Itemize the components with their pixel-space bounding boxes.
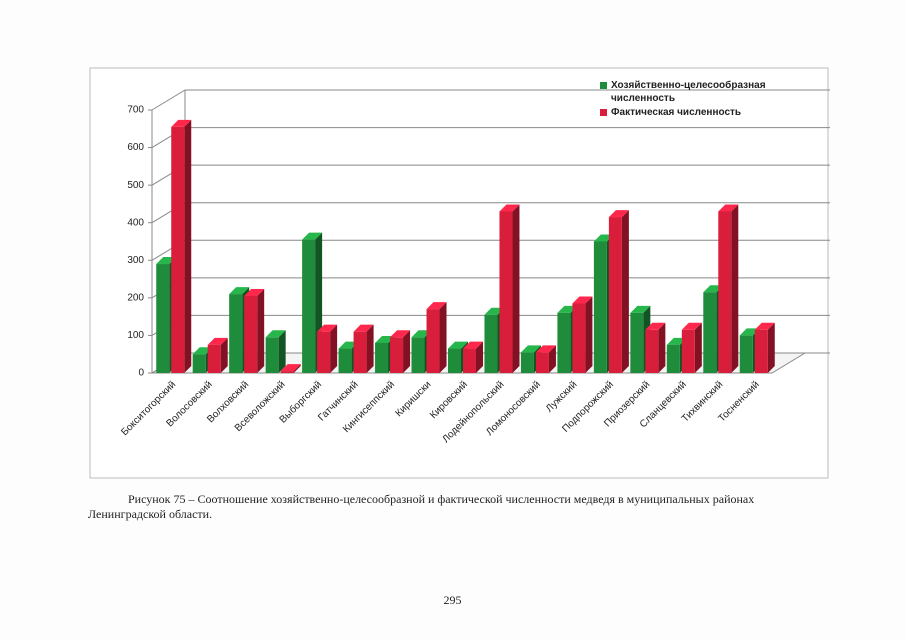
legend-swatch bbox=[600, 109, 607, 116]
y-tick-label: 600 bbox=[127, 142, 144, 153]
bar-top bbox=[681, 322, 702, 330]
chart-frame bbox=[89, 67, 829, 479]
y-tick-label: 700 bbox=[127, 105, 144, 116]
bar-top bbox=[645, 322, 666, 330]
legend-item: Фактическая численность bbox=[600, 106, 800, 119]
bar-top bbox=[207, 337, 228, 345]
bar bbox=[666, 344, 680, 373]
bar-side bbox=[403, 330, 411, 373]
bar-top bbox=[244, 288, 265, 296]
bar-side bbox=[694, 322, 702, 373]
bar-top bbox=[353, 324, 374, 332]
bar bbox=[229, 294, 243, 373]
bar-top bbox=[265, 330, 286, 338]
bar-top bbox=[754, 322, 775, 330]
bar-side bbox=[330, 324, 338, 373]
bar bbox=[703, 292, 717, 373]
bar-top bbox=[572, 296, 593, 304]
bar bbox=[645, 329, 659, 373]
y-tick-label: 0 bbox=[138, 368, 144, 379]
grid-diagonal bbox=[151, 89, 186, 111]
bar bbox=[630, 312, 644, 373]
bar-side bbox=[548, 345, 556, 373]
bar bbox=[484, 314, 498, 373]
bar-top bbox=[463, 341, 483, 349]
bar bbox=[535, 352, 549, 373]
legend-label: Фактическая численность bbox=[611, 107, 742, 118]
y-tick-label: 500 bbox=[127, 180, 144, 191]
bar bbox=[156, 264, 170, 373]
bar bbox=[280, 371, 294, 373]
bar bbox=[593, 241, 607, 373]
bar-side bbox=[585, 296, 593, 373]
bar bbox=[244, 295, 258, 373]
bar-top bbox=[229, 287, 250, 295]
bar bbox=[338, 348, 352, 373]
bar-top bbox=[718, 204, 739, 212]
bar bbox=[302, 239, 316, 373]
y-tick-label: 300 bbox=[127, 255, 144, 266]
bar-side bbox=[293, 364, 301, 373]
bar bbox=[557, 312, 571, 373]
bar-top bbox=[608, 210, 629, 218]
bar-side bbox=[439, 302, 447, 373]
bar bbox=[463, 348, 476, 373]
y-tick-label: 200 bbox=[127, 292, 144, 303]
bar-top bbox=[280, 364, 301, 372]
bar bbox=[207, 344, 221, 373]
y-tick-label: 100 bbox=[127, 330, 144, 341]
bar bbox=[739, 335, 753, 373]
bar-side bbox=[257, 288, 265, 373]
bar-top bbox=[520, 345, 541, 353]
bar bbox=[448, 348, 461, 373]
legend-item: Хозяйственно-целесообразная численность bbox=[600, 79, 800, 105]
bar-top bbox=[317, 324, 338, 332]
legend-label: Хозяйственно-целесообразная численность bbox=[611, 80, 766, 104]
bar-top bbox=[171, 119, 192, 127]
bar-side bbox=[220, 337, 228, 373]
bar bbox=[426, 309, 440, 373]
bar-top bbox=[448, 341, 468, 349]
y-tick-label: 400 bbox=[127, 217, 144, 228]
bar bbox=[171, 126, 185, 374]
bar-side bbox=[767, 322, 775, 373]
bar bbox=[718, 211, 732, 373]
bar-side bbox=[621, 210, 629, 373]
bar bbox=[265, 337, 279, 373]
bar-top bbox=[302, 232, 323, 240]
bar bbox=[681, 329, 695, 373]
bar-top bbox=[499, 204, 520, 212]
bar-side bbox=[658, 322, 666, 373]
bar-side bbox=[512, 204, 520, 373]
legend: Хозяйственно-целесообразная численность Ф… bbox=[600, 79, 800, 120]
legend-swatch bbox=[600, 82, 607, 89]
bar bbox=[520, 352, 534, 373]
bar bbox=[353, 331, 367, 373]
bar bbox=[608, 217, 622, 373]
bar-top bbox=[535, 345, 556, 353]
caption: Рисунок 75 – Соотношение хозяйственно-це… bbox=[88, 492, 755, 521]
bar bbox=[572, 303, 586, 373]
bar-side bbox=[366, 324, 374, 373]
bar bbox=[317, 331, 331, 373]
bar bbox=[754, 329, 768, 373]
bar-side bbox=[278, 330, 286, 373]
bar-side bbox=[476, 341, 483, 373]
bar-top bbox=[390, 330, 411, 338]
bar bbox=[192, 354, 206, 373]
bar bbox=[390, 337, 404, 373]
page-number: 295 bbox=[443, 593, 462, 607]
bar-side bbox=[184, 119, 192, 374]
bar bbox=[375, 342, 389, 373]
bar-top bbox=[426, 302, 447, 310]
bar bbox=[499, 211, 513, 373]
bar-side bbox=[731, 204, 739, 373]
bar-top bbox=[630, 305, 651, 313]
bar bbox=[411, 337, 425, 373]
